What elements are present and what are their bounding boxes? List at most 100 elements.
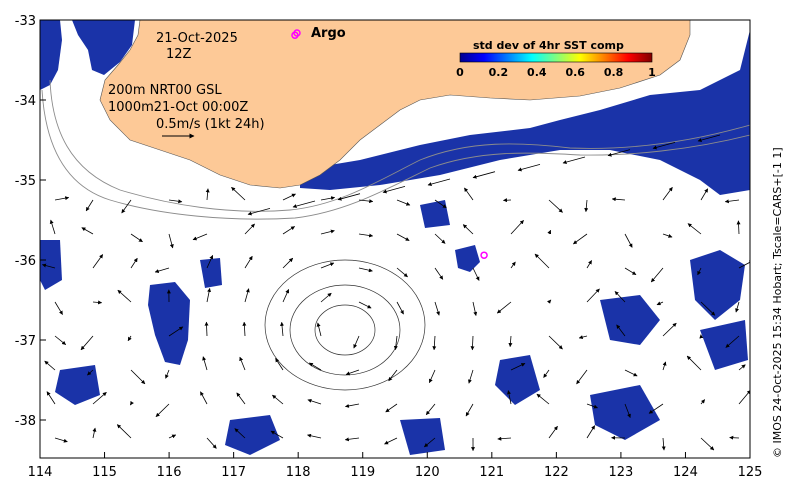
current-arrow <box>434 267 444 280</box>
argo-float-marker[interactable] <box>291 31 299 39</box>
colorbar-ticks: 0 0.2 0.4 0.6 0.8 1 <box>456 66 656 79</box>
current-arrow <box>468 369 474 384</box>
sst-patch-mid <box>200 258 222 288</box>
current-arrow <box>700 399 706 405</box>
current-arrow <box>308 362 322 371</box>
current-arrow <box>586 425 596 439</box>
current-arrow <box>116 424 132 439</box>
argo-float-marker[interactable] <box>480 251 488 259</box>
current-arrow <box>54 437 68 443</box>
colorbar-title: std dev of 4hr SST comp <box>473 39 624 52</box>
current-arrow <box>578 335 588 340</box>
current-arrow <box>92 391 107 405</box>
current-arrow <box>282 257 294 269</box>
current-arrow <box>650 267 664 283</box>
lon-tick-label: 119 <box>350 465 375 480</box>
sst-patch-s1 <box>495 355 540 405</box>
current-arrow <box>434 301 440 316</box>
current-arrow <box>307 398 322 405</box>
current-arrow <box>282 226 295 235</box>
current-arrow <box>168 326 184 337</box>
current-arrow <box>472 171 496 179</box>
current-arrow <box>586 288 600 303</box>
current-arrow <box>614 291 626 303</box>
current-arrow <box>316 322 322 337</box>
current-arrow <box>562 156 586 164</box>
current-arrow <box>652 141 676 150</box>
current-arrow <box>244 255 253 269</box>
current-arrow <box>320 292 332 303</box>
eddy-ring-1 <box>314 304 376 356</box>
current-arrow <box>292 200 316 209</box>
current-arrow <box>738 389 750 405</box>
sst-patch-nw <box>40 20 62 90</box>
sst-patch-bight <box>148 282 190 365</box>
sst-patch-s3 <box>590 385 660 440</box>
current-arrow <box>700 188 709 201</box>
current-arrow <box>130 400 134 406</box>
current-arrow <box>385 403 398 413</box>
current-arrow <box>234 428 246 439</box>
current-arrow <box>465 403 474 417</box>
contour-200m <box>49 79 750 212</box>
current-arrow <box>121 199 132 214</box>
current-arrow <box>320 262 335 269</box>
current-arrow <box>200 391 208 405</box>
current-arrow <box>206 437 217 449</box>
current-arrow <box>202 356 208 371</box>
current-arrow <box>464 187 474 201</box>
current-arrow <box>282 193 296 201</box>
current-arrow <box>572 233 588 245</box>
sst-patch-e <box>700 320 748 370</box>
lon-tick-label: 123 <box>608 465 633 480</box>
current-arrow <box>510 363 526 371</box>
bathymetry-contours <box>41 79 750 220</box>
current-arrow <box>543 369 550 378</box>
current-arrow <box>656 301 664 306</box>
lon-tick-label: 122 <box>544 465 569 480</box>
current-arrow <box>205 188 210 201</box>
current-arrow <box>686 355 702 371</box>
current-arrow <box>345 403 360 408</box>
current-arrow <box>536 393 550 405</box>
current-arrow <box>548 425 558 439</box>
current-arrow <box>247 207 271 216</box>
current-arrow <box>244 288 250 303</box>
credit-text: © IMOS 24-Oct-2025 15:34 Hobart; Tscale=… <box>771 147 784 458</box>
current-arrow <box>429 369 436 384</box>
current-arrow <box>624 267 637 276</box>
lat-tick-label: -34 <box>15 94 36 109</box>
current-arrow <box>424 437 436 448</box>
current-arrow <box>700 437 715 451</box>
scale-label: 0.5m/s (1kt 24h) <box>156 117 265 132</box>
current-arrow <box>206 254 214 269</box>
current-arrow <box>344 437 360 442</box>
current-arrow <box>662 233 673 238</box>
lon-tick-label: 125 <box>738 465 763 480</box>
current-arrow <box>345 369 360 376</box>
current-arrow <box>165 369 170 379</box>
current-arrow <box>624 403 631 419</box>
sst-patch-se <box>600 295 660 345</box>
current-arrow <box>85 199 94 212</box>
lon-tick-label: 115 <box>92 465 117 480</box>
current-arrow <box>624 233 633 248</box>
current-arrow <box>54 196 70 201</box>
current-arrow <box>586 260 592 269</box>
current-arrow <box>358 233 374 238</box>
colorbar-tick-label: 1 <box>648 66 656 79</box>
lat-tick-label: -37 <box>15 334 36 349</box>
current-arrow <box>736 220 741 235</box>
current-arrow <box>54 301 63 315</box>
colorbar-tick-label: 0.8 <box>604 66 624 79</box>
current-arrow <box>382 185 406 194</box>
lon-tick-label: 114 <box>28 465 53 480</box>
current-arrow <box>576 369 588 385</box>
current-arrow <box>358 301 372 309</box>
plot-frame <box>39 19 751 459</box>
colorbar-gradient <box>459 52 653 63</box>
current-arrow <box>239 356 246 371</box>
current-arrow <box>87 369 94 376</box>
current-arrow <box>427 178 451 187</box>
